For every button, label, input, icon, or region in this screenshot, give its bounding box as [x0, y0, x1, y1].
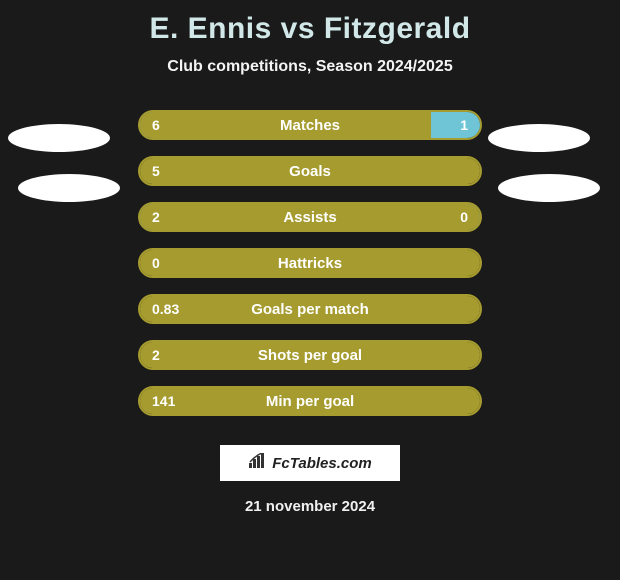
player1-value: 0 [140, 250, 172, 276]
stat-label: Matches [140, 112, 480, 138]
player2-value: 1 [448, 112, 480, 138]
stat-row: Shots per goal2 [138, 340, 482, 370]
stat-row: Hattricks0 [138, 248, 482, 278]
player1-value: 0.83 [140, 296, 191, 322]
team-badge-placeholder [488, 124, 590, 152]
page-title: E. Ennis vs Fitzgerald [0, 12, 620, 46]
chart-icon [248, 453, 266, 473]
player1-value: 2 [140, 342, 172, 368]
stat-label: Shots per goal [140, 342, 480, 368]
stat-label: Goals [140, 158, 480, 184]
comparison-card: E. Ennis vs Fitzgerald Club competitions… [0, 0, 620, 580]
stat-label: Hattricks [140, 250, 480, 276]
date-label: 21 november 2024 [0, 498, 620, 515]
stat-label: Min per goal [140, 388, 480, 414]
player1-value: 141 [140, 388, 187, 414]
stat-row: Min per goal141 [138, 386, 482, 416]
player1-value: 2 [140, 204, 172, 230]
stat-row: Matches6 1 [138, 110, 482, 140]
stat-row: Assists2 0 [138, 202, 482, 232]
stat-row: Goals per match0.83 [138, 294, 482, 324]
team-badge-placeholder [8, 124, 110, 152]
stat-bars: Matches61Goals5Assists20Hattricks0Goals … [138, 110, 482, 432]
player2-value: 0 [448, 204, 480, 230]
player1-value: 6 [140, 112, 172, 138]
player1-value: 5 [140, 158, 172, 184]
team-badge-placeholder [498, 174, 600, 202]
watermark: FcTables.com [220, 445, 400, 481]
subtitle: Club competitions, Season 2024/2025 [0, 58, 620, 76]
team-badge-placeholder [18, 174, 120, 202]
stat-row: Goals5 [138, 156, 482, 186]
stat-label: Assists [140, 204, 480, 230]
watermark-text: FcTables.com [272, 455, 371, 472]
